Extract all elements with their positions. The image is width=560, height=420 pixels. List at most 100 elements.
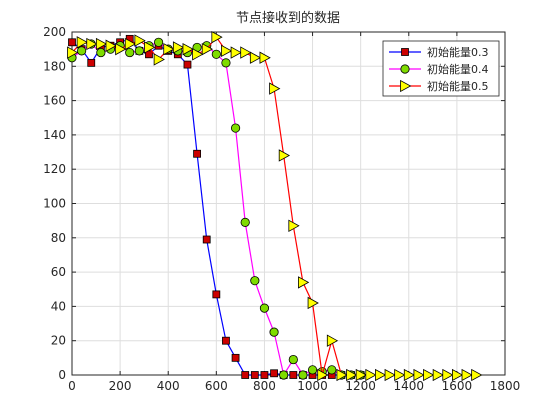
data-point: [451, 368, 464, 382]
chart-title: 节点接收到的数据: [236, 10, 340, 26]
data-point: [105, 39, 117, 52]
data-point: [307, 365, 318, 375]
data-point: [154, 37, 164, 47]
data-point: [375, 368, 387, 382]
data-point: [384, 368, 396, 382]
data-point: [201, 42, 214, 56]
data-point: [240, 217, 250, 227]
data-point: [153, 53, 165, 66]
y-tick-label: 180: [43, 59, 66, 73]
data-point: [183, 60, 192, 69]
data-point: [231, 353, 240, 362]
legend-marker: [401, 48, 409, 56]
data-point: [289, 371, 298, 379]
data-point: [298, 370, 308, 380]
y-tick-label: 40: [51, 299, 66, 313]
data-point: [87, 58, 96, 67]
x-tick-label: 1000: [297, 379, 328, 393]
y-tick-label: 140: [43, 128, 66, 142]
data-point: [202, 235, 211, 244]
data-point: [68, 38, 76, 47]
data-point: [327, 365, 337, 375]
data-point: [192, 48, 204, 61]
data-point: [182, 42, 194, 56]
data-point: [278, 149, 291, 162]
x-tick-label: 1200: [345, 379, 376, 393]
data-point: [240, 46, 252, 59]
data-point: [211, 49, 221, 59]
data-point: [259, 303, 270, 313]
data-point: [125, 47, 135, 58]
data-point: [471, 368, 483, 382]
data-point: [413, 368, 425, 382]
data-point: [86, 37, 98, 51]
data-point: [211, 30, 223, 44]
legend-label: 初始能量0.4: [427, 62, 489, 76]
legend-marker: [400, 79, 412, 93]
data-point: [442, 368, 454, 382]
data-point: [250, 371, 259, 379]
data-point: [96, 47, 106, 58]
y-tick-label: 160: [43, 94, 66, 108]
data-point: [134, 46, 144, 56]
x-tick-label: 800: [253, 379, 276, 393]
data-point: [317, 368, 329, 382]
x-tick-label: 600: [205, 379, 228, 393]
data-point: [270, 369, 278, 378]
y-tick-label: 20: [51, 334, 66, 348]
legend-item: 初始能量0.4: [389, 62, 489, 76]
x-tick-label: 1400: [394, 379, 425, 393]
data-point: [221, 58, 231, 68]
data-point: [67, 46, 79, 59]
data-point: [124, 37, 137, 51]
data-point: [346, 368, 358, 382]
data-point: [423, 368, 435, 382]
data-point: [461, 368, 473, 382]
data-point: [432, 368, 444, 382]
x-tick-label: 1800: [490, 379, 521, 393]
data-point: [259, 51, 271, 64]
data-point: [394, 368, 406, 382]
data-point: [307, 296, 319, 310]
data-point: [365, 368, 377, 382]
data-point: [193, 149, 201, 158]
y-tick-label: 80: [51, 231, 66, 245]
y-tick-label: 120: [43, 162, 66, 176]
data-point: [298, 276, 310, 289]
data-point: [115, 42, 127, 56]
data-point: [77, 46, 87, 56]
data-point: [230, 123, 241, 133]
legend-label: 初始能量0.3: [427, 45, 489, 59]
legend-marker: [400, 64, 410, 74]
data-point: [260, 371, 269, 379]
data-point: [250, 276, 260, 286]
data-point: [144, 41, 156, 54]
series-3: [67, 30, 483, 382]
legend: 初始能量0.3 初始能量0.4 初始能量0.5: [382, 40, 500, 97]
x-tick-label: 1600: [442, 379, 473, 393]
data-point: [326, 334, 339, 347]
y-tick-label: 100: [43, 197, 66, 211]
data-point: [403, 368, 416, 382]
legend-item: 初始能量0.5: [389, 79, 489, 93]
data-point: [222, 336, 230, 345]
data-point: [241, 371, 250, 379]
legend-item: 初始能量0.3: [389, 45, 489, 59]
data-point: [249, 51, 262, 64]
data-point: [288, 354, 298, 365]
y-tick-label: 60: [51, 265, 66, 279]
legend-label: 初始能量0.5: [427, 79, 489, 93]
data-point: [172, 41, 185, 54]
data-point: [269, 82, 281, 95]
data-point: [279, 370, 289, 380]
data-point: [76, 36, 88, 49]
data-point: [134, 34, 146, 47]
y-tick-label: 0: [58, 368, 66, 382]
data-point: [221, 44, 233, 58]
x-tick-label: 400: [157, 379, 180, 393]
x-tick-label: 200: [109, 379, 132, 393]
data-point: [269, 327, 279, 337]
data-point: [355, 368, 367, 382]
data-point: [336, 368, 348, 382]
